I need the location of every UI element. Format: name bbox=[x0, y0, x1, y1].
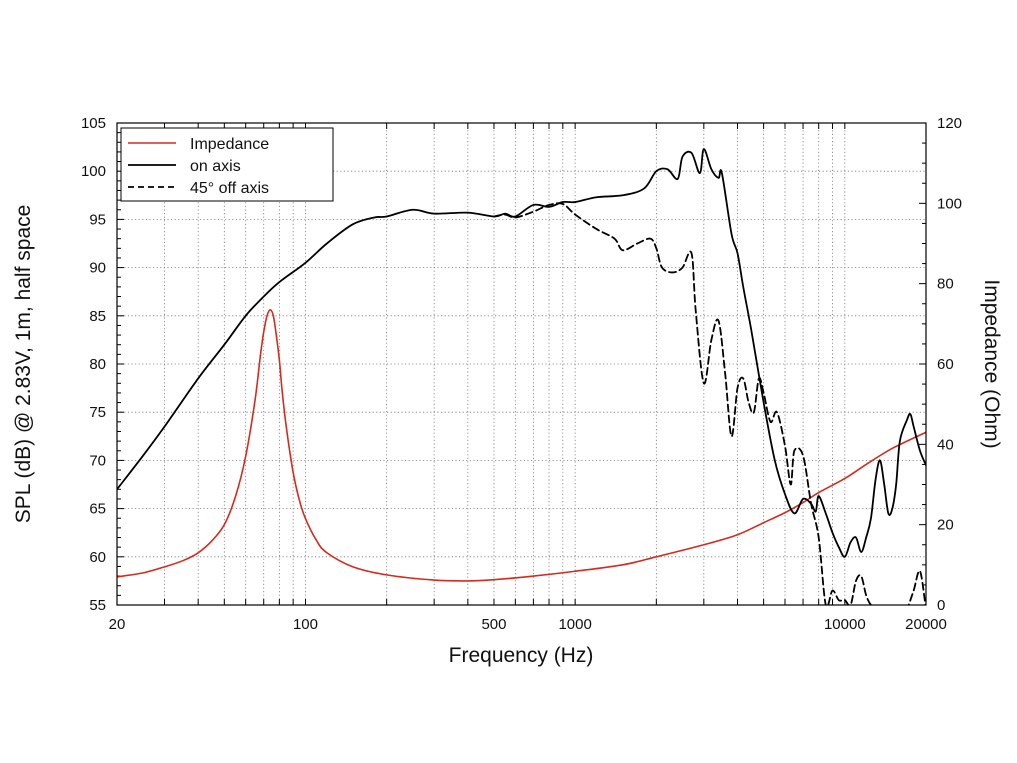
y-tick-label: 100 bbox=[81, 163, 106, 180]
y-tick-label: 95 bbox=[89, 211, 106, 228]
legend-label-impedance: Impedance bbox=[190, 136, 269, 153]
y2-tick-label: 120 bbox=[937, 115, 962, 132]
series-line-impedance bbox=[117, 308, 926, 582]
legend-label-off-axis: 45° off axis bbox=[190, 180, 269, 197]
tick-labels: 20 100 500 1000 10000 20000556065707580859095… bbox=[81, 115, 962, 633]
y-tick-label: 60 bbox=[89, 549, 106, 566]
x-axis-title: Frequency (Hz) bbox=[449, 644, 594, 667]
y2-axis-title: Impedance (Ohm) bbox=[980, 279, 1003, 448]
grid bbox=[117, 123, 926, 605]
x-tick-label: 20000 bbox=[905, 616, 947, 633]
y-tick-label: 80 bbox=[89, 356, 106, 373]
x-tick-label: 100 bbox=[293, 616, 318, 633]
x-tick-label: 10000 bbox=[824, 616, 866, 633]
y2-tick-label: 20 bbox=[937, 517, 954, 534]
series-line-on-axis bbox=[117, 148, 926, 558]
x-tick-label: 1000 bbox=[558, 616, 591, 633]
plot-frame bbox=[116, 122, 927, 606]
x-tick-label: 20 bbox=[109, 616, 126, 633]
y2-tick-label: 60 bbox=[937, 356, 954, 373]
y2-tick-label: 40 bbox=[937, 436, 954, 453]
legend-label-on-axis: on axis bbox=[190, 158, 241, 175]
y2-tick-label: 0 bbox=[937, 597, 945, 614]
y-tick-label: 105 bbox=[81, 115, 106, 132]
y-axis-title: SPL (dB) @ 2.83V, 1m, half space bbox=[12, 205, 35, 524]
y2-tick-label: 80 bbox=[937, 276, 954, 293]
y-tick-label: 65 bbox=[89, 501, 106, 518]
y2-tick-label: 100 bbox=[937, 195, 962, 212]
y-tick-label: 90 bbox=[89, 260, 106, 277]
x-tick-label: 500 bbox=[481, 616, 506, 633]
y-tick-label: 70 bbox=[89, 452, 106, 469]
y-tick-label: 85 bbox=[89, 308, 106, 325]
y-tick-label: 75 bbox=[89, 404, 106, 421]
series-group bbox=[117, 148, 926, 605]
y-tick-label: 55 bbox=[89, 597, 106, 614]
series-line-off-axis bbox=[493, 202, 926, 605]
legend: Impedance on axis 45° off axis bbox=[120, 127, 334, 202]
